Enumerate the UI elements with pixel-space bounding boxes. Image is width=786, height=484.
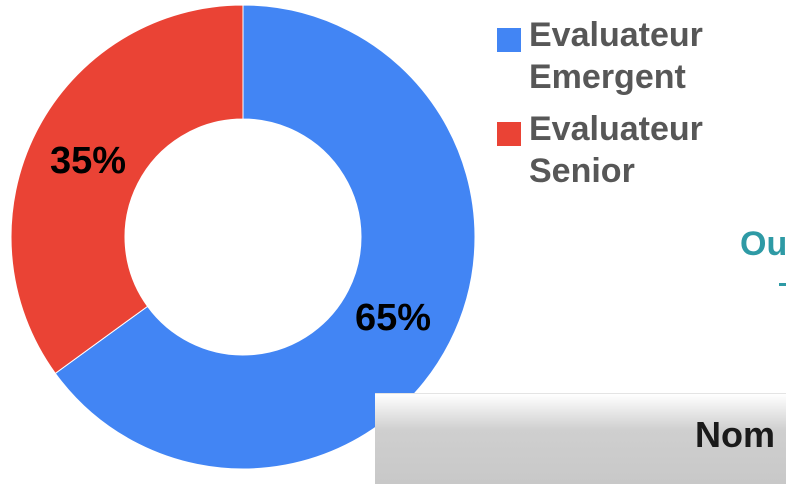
donut-slice-1 bbox=[10, 4, 244, 375]
slice-data-label-0: 65% bbox=[355, 297, 431, 339]
bottom-panel-text: Nom bbox=[695, 414, 775, 455]
legend-label-emergent: Evaluateur Emergent bbox=[529, 16, 703, 96]
legend-item-senior: Evaluateur Senior bbox=[497, 108, 786, 192]
legend-label-senior: Evaluateur Senior bbox=[529, 110, 703, 190]
chart-legend: Evaluateur Emergent Evaluateur Senior bbox=[497, 14, 786, 202]
legend-swatch-emergent bbox=[497, 28, 521, 52]
slice-data-label-1: 35% bbox=[50, 140, 126, 182]
cut-off-heading: Ou bbox=[740, 225, 786, 263]
legend-item-emergent: Evaluateur Emergent bbox=[497, 14, 786, 98]
donut-slice-0 bbox=[54, 4, 476, 470]
cut-off-mark bbox=[779, 283, 786, 286]
legend-swatch-senior bbox=[497, 122, 521, 146]
bottom-panel: Nom bbox=[375, 393, 786, 484]
donut-chart: 65% 35% bbox=[10, 4, 476, 470]
